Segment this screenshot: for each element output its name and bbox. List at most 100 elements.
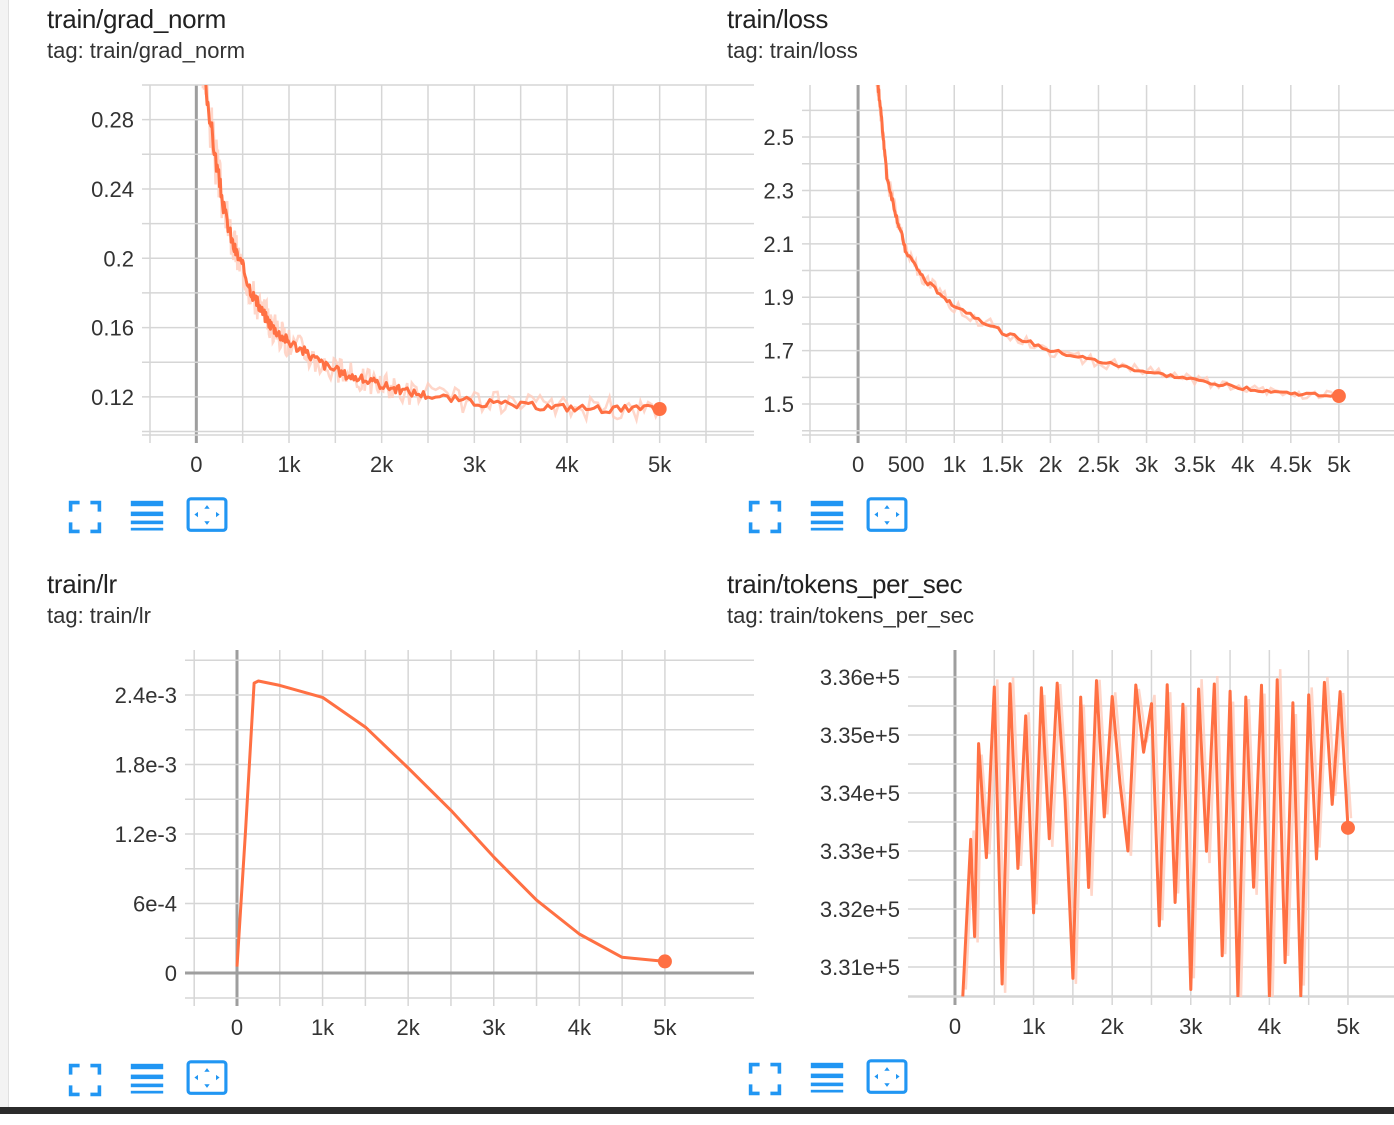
fit-domain-icon[interactable]	[185, 497, 229, 533]
series-last-point	[1340, 820, 1355, 835]
arrow	[874, 1073, 878, 1080]
fullscreen-corner	[90, 1085, 102, 1097]
series-raw-line	[875, 85, 1339, 401]
chart-card-grad-norm: train/grad_norm tag: train/grad_norm 0 1k…	[47, 0, 754, 560]
chart-plot: 0 500 1k 1.5k 2k 2.5k 3k 3.5k 4k 4.5k 5k 1.5 1.7 1.9 2…	[763, 85, 1394, 477]
y-tick-label: 1.2e-3	[115, 822, 177, 847]
toggle-log-scale-icon[interactable]	[805, 499, 849, 535]
fullscreen-corner	[770, 500, 782, 512]
arrow	[216, 1074, 220, 1081]
bar-line	[810, 511, 844, 517]
bar-line	[810, 1073, 844, 1079]
fullscreen-corner	[90, 522, 102, 534]
y-tick-label: 2.3	[763, 178, 794, 203]
bar-line	[130, 1090, 164, 1094]
x-tick-label: 5k	[653, 1015, 677, 1040]
bar-line	[130, 1074, 164, 1080]
arrow	[874, 511, 878, 518]
bar-line	[810, 520, 844, 525]
y-tick-label: 3.35e+5	[820, 723, 900, 748]
x-tick-label: 4k	[555, 452, 579, 477]
chart-title: train/grad_norm	[47, 4, 227, 34]
x-tick-label: 3.5k	[1174, 452, 1217, 477]
x-tick-label: 5k	[1336, 1014, 1360, 1039]
arrow	[204, 505, 210, 509]
fit-domain-icon[interactable]	[185, 1060, 229, 1096]
bar-line	[810, 1082, 844, 1087]
fit-domain-icon[interactable]	[865, 1059, 909, 1095]
fullscreen-icon[interactable]	[743, 499, 787, 535]
grid	[802, 85, 1394, 443]
series	[201, 85, 661, 425]
series-last-point	[1331, 389, 1346, 404]
chart-title: train/loss	[727, 4, 829, 34]
fit-domain-icon[interactable]	[865, 497, 909, 533]
x-tick-label: 500	[888, 452, 925, 477]
fullscreen-corner	[770, 1084, 782, 1096]
fullscreen-icon[interactable]	[743, 1061, 787, 1097]
y-tick-label: 0.16	[91, 316, 134, 341]
frame	[186, 497, 228, 532]
fullscreen-corner	[68, 522, 80, 534]
arrow	[896, 1073, 900, 1080]
x-tick-label: 0	[190, 452, 202, 477]
bar-line	[810, 500, 844, 507]
y-tick-label: 0.2	[103, 246, 134, 271]
toggle-log-scale-icon[interactable]	[805, 1061, 849, 1097]
x-tick-label: 2.5k	[1078, 452, 1121, 477]
y-tick-label: 0	[165, 961, 177, 986]
fullscreen-corner	[68, 1085, 80, 1097]
x-tick-label: 5k	[1327, 452, 1351, 477]
x-tick-label: 0	[949, 1014, 961, 1039]
chart-card-lr: train/lr tag: train/lr 0 1k 2k 3k 4k 5k 0 6e-4 1…	[47, 565, 754, 1125]
fullscreen-corner	[68, 1063, 80, 1075]
chart-card-tokens-per-sec: train/tokens_per_sec tag: train/tokens_p…	[727, 565, 1394, 1125]
x-tick-label: 1k	[277, 452, 301, 477]
toggle-log-scale-icon[interactable]	[125, 1062, 169, 1098]
series-last-point	[657, 954, 672, 969]
y-tick-label: 0.24	[91, 177, 134, 202]
fullscreen-icon[interactable]	[63, 499, 107, 535]
toggle-log-scale-icon[interactable]	[125, 499, 169, 535]
fullscreen-corner	[90, 500, 102, 512]
y-tick-label: 2.1	[763, 232, 794, 257]
chart-tag: tag: train/tokens_per_sec	[727, 603, 975, 628]
frame	[186, 1060, 228, 1095]
chart-title: train/tokens_per_sec	[727, 569, 963, 599]
bar-line	[810, 1089, 844, 1093]
arrow	[884, 505, 890, 509]
grid	[185, 650, 754, 1006]
x-tick-label: 1.5k	[982, 452, 1025, 477]
y-tick-label: 6e-4	[133, 891, 177, 916]
y-tick-label: 3.32e+5	[820, 897, 900, 922]
series-line	[961, 678, 1350, 997]
arrow	[204, 521, 210, 525]
chart-plot: 0 1k 2k 3k 4k 5k 3.31e+5 3.32e+5 3.33e+5 3.34e+5 3…	[820, 650, 1394, 1039]
arrow	[896, 511, 900, 518]
chart-title: train/lr	[47, 569, 117, 599]
bar-line	[810, 527, 844, 531]
series-raw-line	[964, 669, 1353, 997]
x-tick-label: 4.5k	[1270, 452, 1313, 477]
series-last-point	[652, 402, 667, 417]
frame	[866, 497, 908, 532]
arrow	[204, 1068, 210, 1072]
x-tick-label: 4k	[568, 1015, 592, 1040]
grid	[142, 84, 754, 443]
arrow	[204, 1084, 210, 1088]
arrow	[884, 521, 890, 525]
chart-card-loss: train/loss tag: train/loss 0 500 1k 1.5k 2k 2…	[727, 0, 1394, 560]
fullscreen-icon[interactable]	[63, 1062, 107, 1098]
x-tick-label: 2k	[397, 1015, 421, 1040]
sidebar-edge	[0, 0, 9, 1108]
bar-line	[130, 1083, 164, 1088]
series-line	[876, 85, 1340, 398]
fullscreen-corner	[748, 500, 760, 512]
fullscreen-corner	[748, 522, 760, 534]
y-tick-label: 3.34e+5	[820, 781, 900, 806]
y-tick-label: 1.7	[763, 339, 794, 364]
x-tick-label: 1k	[311, 1015, 335, 1040]
x-tick-label: 3k	[1179, 1014, 1203, 1039]
arrow	[216, 511, 220, 518]
fullscreen-corner	[748, 1084, 760, 1096]
